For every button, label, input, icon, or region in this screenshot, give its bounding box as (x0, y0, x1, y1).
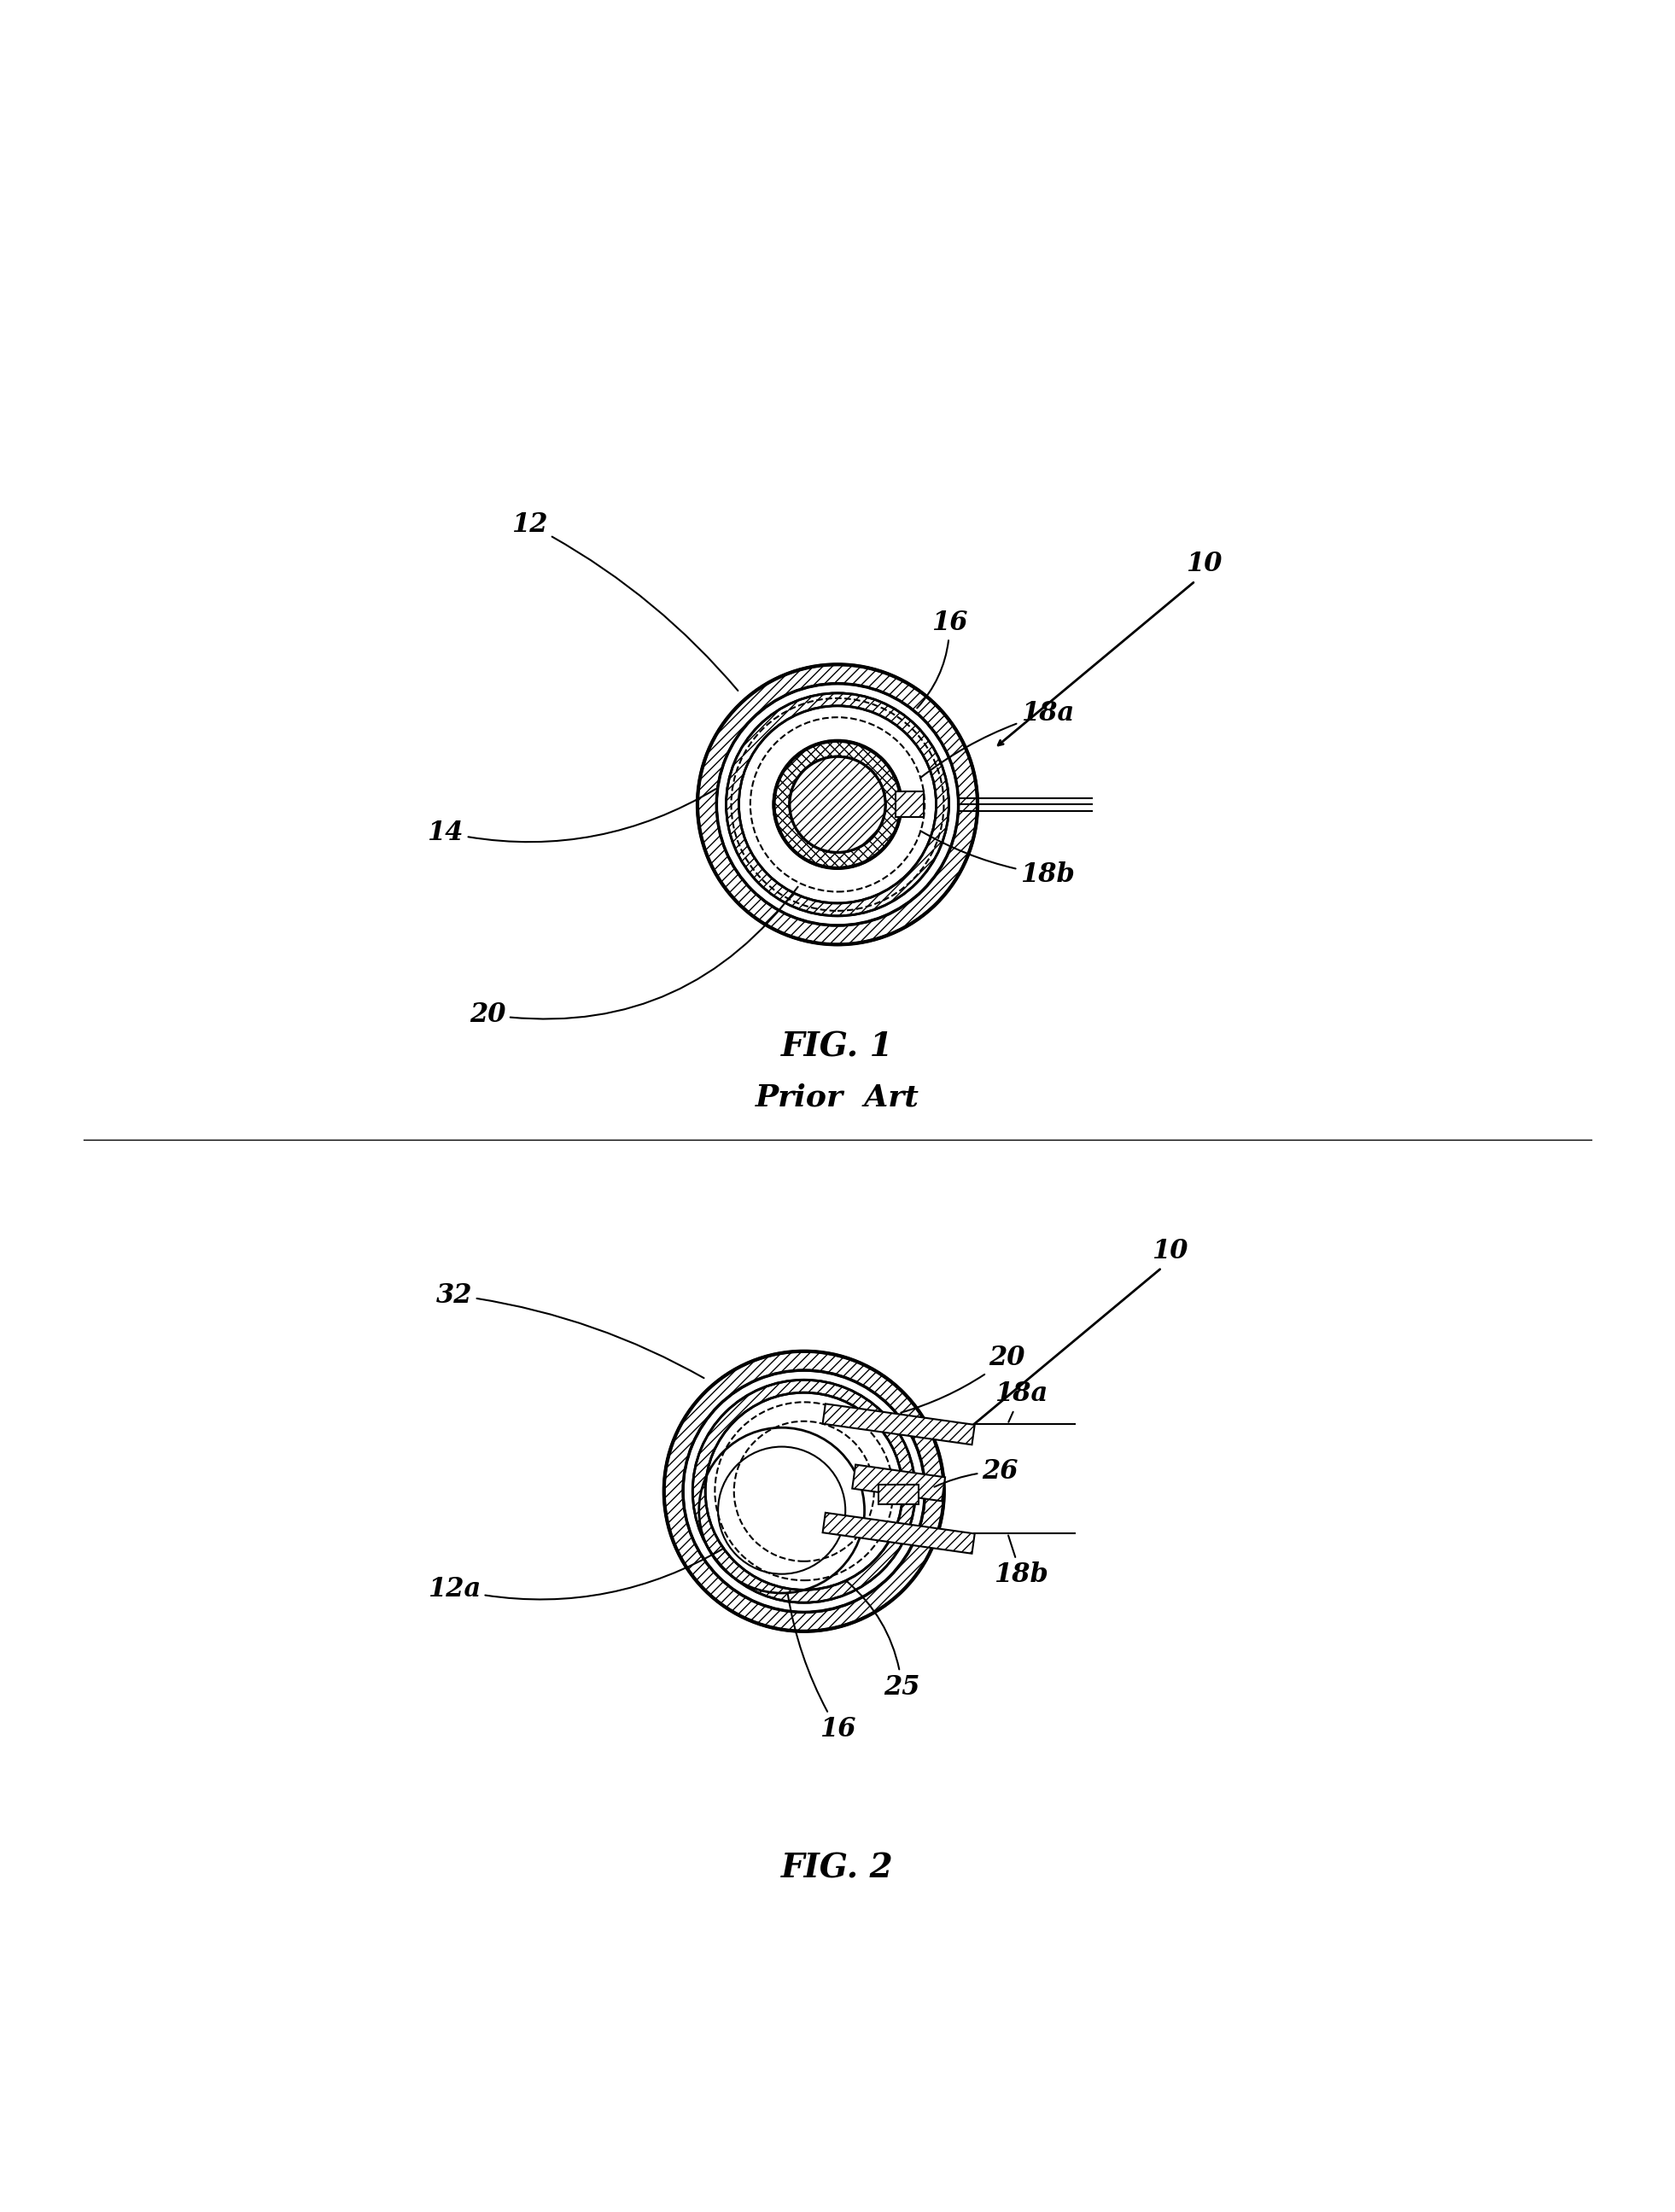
Text: 18a: 18a (920, 701, 1074, 779)
Circle shape (709, 1396, 899, 1586)
Bar (853, 1464, 945, 1502)
Text: FIG. 2: FIG. 2 (781, 1851, 894, 1885)
Text: 20: 20 (469, 887, 797, 1029)
Text: 26: 26 (935, 1458, 1018, 1486)
Text: 14: 14 (427, 790, 715, 845)
Text: 16: 16 (918, 608, 968, 708)
Circle shape (791, 757, 884, 852)
Text: 12: 12 (511, 511, 739, 690)
Text: 18a: 18a (995, 1380, 1047, 1422)
Text: 25: 25 (848, 1582, 920, 1701)
Bar (822, 1405, 975, 1444)
Text: Prior  Art: Prior Art (755, 1084, 920, 1113)
Text: 10: 10 (1186, 551, 1221, 577)
Text: FIG. 1: FIG. 1 (781, 1031, 894, 1064)
Bar (822, 1513, 975, 1553)
Bar (896, 792, 925, 816)
Text: 12a: 12a (427, 1548, 724, 1601)
Text: 20: 20 (901, 1345, 1025, 1413)
Text: 18b: 18b (920, 832, 1075, 887)
Text: 10: 10 (1152, 1239, 1188, 1265)
Bar (879, 1484, 920, 1504)
Text: 18b: 18b (993, 1535, 1049, 1588)
Text: 32: 32 (436, 1283, 704, 1378)
Text: 16: 16 (787, 1593, 856, 1743)
